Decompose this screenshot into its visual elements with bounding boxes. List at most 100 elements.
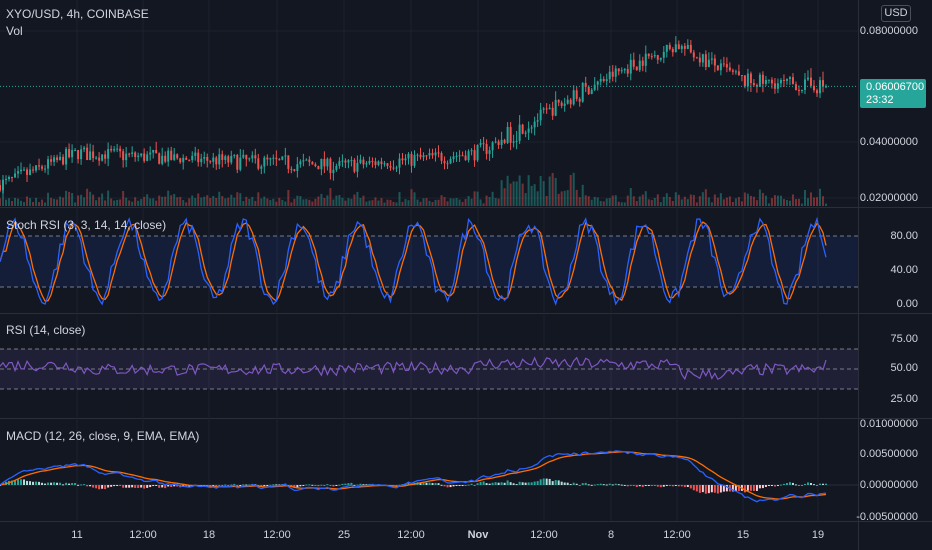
volume-bar [182, 200, 185, 206]
volume-bar [59, 196, 62, 206]
volume-bar [686, 199, 689, 206]
candle-body [275, 157, 278, 160]
price-axis-label: 0.02000000 [859, 192, 918, 204]
candle-body [311, 161, 314, 165]
candle-body [149, 152, 152, 155]
volume-bar [68, 191, 71, 206]
volume-bar [407, 200, 410, 206]
macd-histogram-bar [323, 485, 326, 486]
macd-histogram-bar [653, 485, 656, 486]
volume-bar [716, 197, 719, 206]
macd-histogram-bar [80, 484, 83, 486]
candle-body [176, 154, 179, 159]
volume-bar [776, 195, 779, 206]
macd-histogram-bar [677, 485, 680, 487]
macd-histogram-bar [215, 485, 218, 487]
volume-bar [257, 192, 260, 206]
volume-bar [437, 199, 440, 206]
volume-bar [497, 198, 500, 206]
volume-bar [821, 196, 824, 206]
volume-bar [92, 194, 95, 206]
macd-histogram-bar [821, 483, 824, 485]
price-axis-label: 0.08000000 [859, 25, 918, 37]
macd-title: MACD (12, 26, close, 9, EMA, EMA) [6, 429, 200, 443]
candle-body [641, 60, 644, 66]
volume-bar [434, 199, 437, 206]
macd-histogram-bar [470, 483, 473, 485]
candle-body [68, 148, 71, 158]
volume-bar [755, 200, 758, 206]
candle-body [281, 156, 284, 160]
candle-body [620, 70, 623, 72]
volume-bar [596, 197, 599, 206]
candle-body [665, 44, 668, 52]
candle-body [638, 60, 641, 71]
volume-bar [722, 199, 725, 206]
volume-bar [254, 200, 257, 206]
candle-body [308, 159, 311, 162]
candle-body [605, 79, 608, 81]
candle-body [602, 78, 605, 81]
candle-body [0, 185, 1, 191]
candle-body [86, 147, 89, 161]
candle-body [224, 156, 227, 160]
candle-body [50, 159, 53, 162]
candle-body [26, 169, 29, 175]
candle-body [449, 159, 452, 164]
candle-body [74, 150, 77, 152]
candle-body [551, 107, 554, 116]
macd-histogram-bar [356, 484, 359, 486]
volume-bar [560, 191, 563, 206]
candle-body [182, 157, 185, 163]
volume-bar [707, 197, 710, 206]
candle-body [821, 80, 824, 87]
rsi-axis-label: 75.00 [890, 333, 918, 345]
volume-bar [416, 199, 419, 206]
volume-bar [137, 200, 140, 206]
volume-bar [248, 198, 251, 206]
volume-bar [140, 199, 143, 206]
macd-histogram-bar [83, 484, 86, 486]
macd-histogram-bar [221, 485, 224, 486]
candle-body [470, 150, 473, 152]
last-price-tag: 0.06006700 23:32 [860, 79, 926, 108]
candle-body [254, 155, 257, 159]
macd-histogram-bar [164, 485, 167, 489]
last-price: 0.06006700 [866, 81, 925, 93]
candle-body [212, 157, 215, 162]
macd-histogram-bar [485, 483, 488, 485]
volume-bar [575, 189, 578, 206]
macd-histogram-bar [551, 481, 554, 485]
volume-bar [38, 202, 41, 206]
currency-button[interactable]: USD [881, 5, 911, 22]
macd-histogram-bar [815, 485, 818, 486]
volume-bar [629, 188, 632, 206]
macd-histogram-bar [788, 482, 791, 485]
volume-bar [200, 197, 203, 206]
macd-histogram-bar [503, 482, 506, 485]
volume-bar [338, 194, 341, 206]
volume-bar [467, 196, 470, 206]
macd-histogram-bar [23, 479, 26, 485]
candle-body [245, 154, 248, 160]
macd-histogram-bar [743, 485, 746, 493]
macd-histogram-bar [671, 485, 674, 487]
volume-bar [545, 195, 548, 206]
candle-body [164, 155, 167, 162]
candle-body [416, 154, 419, 156]
macd-histogram-bar [566, 482, 569, 485]
candle-body [803, 79, 806, 90]
candle-body [671, 49, 674, 53]
volume-bar [770, 198, 773, 206]
macd-histogram-bar [50, 482, 53, 485]
candle-body [329, 158, 332, 174]
candle-body [554, 99, 557, 116]
volume-bar [296, 195, 299, 206]
candle-body [797, 89, 800, 91]
volume-bar [332, 199, 335, 206]
macd-histogram-bar [785, 483, 788, 485]
x-axis-label: 8 [607, 529, 615, 541]
macd-histogram-bar [131, 485, 134, 488]
